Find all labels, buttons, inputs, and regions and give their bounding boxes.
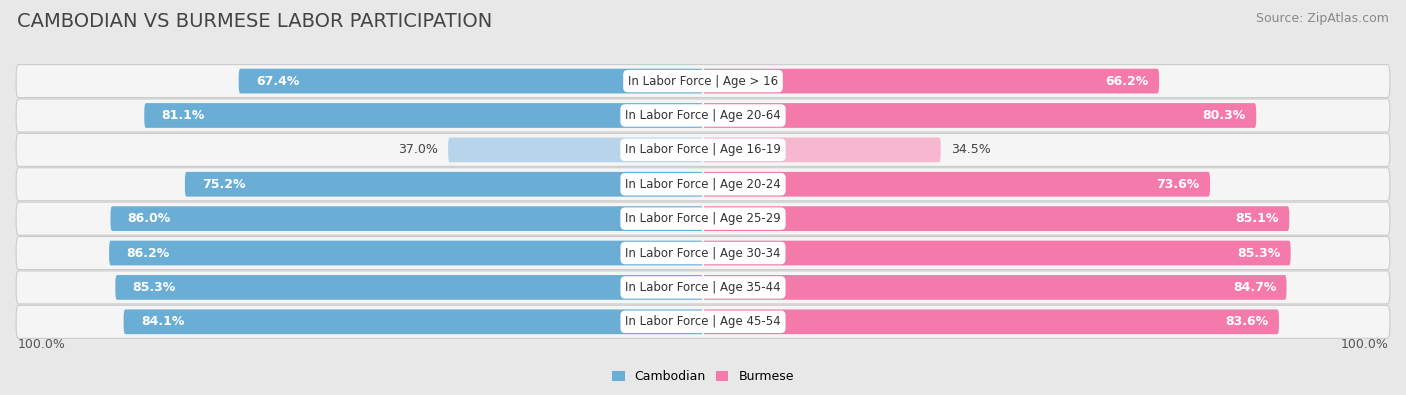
Text: 84.1%: 84.1% xyxy=(141,315,184,328)
Text: In Labor Force | Age 20-64: In Labor Force | Age 20-64 xyxy=(626,109,780,122)
FancyBboxPatch shape xyxy=(124,309,703,334)
Text: 81.1%: 81.1% xyxy=(162,109,205,122)
Text: 83.6%: 83.6% xyxy=(1226,315,1268,328)
Text: Source: ZipAtlas.com: Source: ZipAtlas.com xyxy=(1256,12,1389,25)
FancyBboxPatch shape xyxy=(111,206,703,231)
FancyBboxPatch shape xyxy=(15,305,1391,338)
Text: In Labor Force | Age 35-44: In Labor Force | Age 35-44 xyxy=(626,281,780,294)
FancyBboxPatch shape xyxy=(15,271,1391,304)
Text: 73.6%: 73.6% xyxy=(1157,178,1199,191)
Text: 66.2%: 66.2% xyxy=(1105,75,1149,88)
Text: 86.2%: 86.2% xyxy=(127,246,170,260)
FancyBboxPatch shape xyxy=(15,134,1391,166)
Legend: Cambodian, Burmese: Cambodian, Burmese xyxy=(607,365,799,388)
FancyBboxPatch shape xyxy=(15,168,1391,201)
FancyBboxPatch shape xyxy=(15,202,1391,235)
FancyBboxPatch shape xyxy=(115,275,703,300)
Text: In Labor Force | Age 45-54: In Labor Force | Age 45-54 xyxy=(626,315,780,328)
Text: 85.1%: 85.1% xyxy=(1236,212,1279,225)
FancyBboxPatch shape xyxy=(145,103,703,128)
FancyBboxPatch shape xyxy=(110,241,703,265)
Text: 100.0%: 100.0% xyxy=(1340,338,1389,351)
FancyBboxPatch shape xyxy=(703,137,941,162)
Text: In Labor Force | Age 20-24: In Labor Force | Age 20-24 xyxy=(626,178,780,191)
FancyBboxPatch shape xyxy=(239,69,703,94)
Text: In Labor Force | Age 30-34: In Labor Force | Age 30-34 xyxy=(626,246,780,260)
Text: 85.3%: 85.3% xyxy=(132,281,176,294)
Text: 80.3%: 80.3% xyxy=(1202,109,1246,122)
Text: In Labor Force | Age 25-29: In Labor Force | Age 25-29 xyxy=(626,212,780,225)
Text: 84.7%: 84.7% xyxy=(1233,281,1277,294)
Text: 34.5%: 34.5% xyxy=(950,143,991,156)
FancyBboxPatch shape xyxy=(15,237,1391,269)
FancyBboxPatch shape xyxy=(449,137,703,162)
FancyBboxPatch shape xyxy=(703,172,1211,197)
Text: 100.0%: 100.0% xyxy=(17,338,66,351)
Text: In Labor Force | Age > 16: In Labor Force | Age > 16 xyxy=(628,75,778,88)
Text: 86.0%: 86.0% xyxy=(128,212,172,225)
FancyBboxPatch shape xyxy=(703,275,1286,300)
FancyBboxPatch shape xyxy=(15,99,1391,132)
FancyBboxPatch shape xyxy=(186,172,703,197)
Text: In Labor Force | Age 16-19: In Labor Force | Age 16-19 xyxy=(626,143,780,156)
Text: 37.0%: 37.0% xyxy=(398,143,437,156)
Text: 85.3%: 85.3% xyxy=(1237,246,1281,260)
Text: 67.4%: 67.4% xyxy=(256,75,299,88)
FancyBboxPatch shape xyxy=(703,103,1256,128)
FancyBboxPatch shape xyxy=(703,241,1291,265)
FancyBboxPatch shape xyxy=(703,206,1289,231)
Text: CAMBODIAN VS BURMESE LABOR PARTICIPATION: CAMBODIAN VS BURMESE LABOR PARTICIPATION xyxy=(17,12,492,31)
FancyBboxPatch shape xyxy=(703,309,1279,334)
FancyBboxPatch shape xyxy=(703,69,1159,94)
Text: 75.2%: 75.2% xyxy=(202,178,246,191)
FancyBboxPatch shape xyxy=(15,65,1391,98)
